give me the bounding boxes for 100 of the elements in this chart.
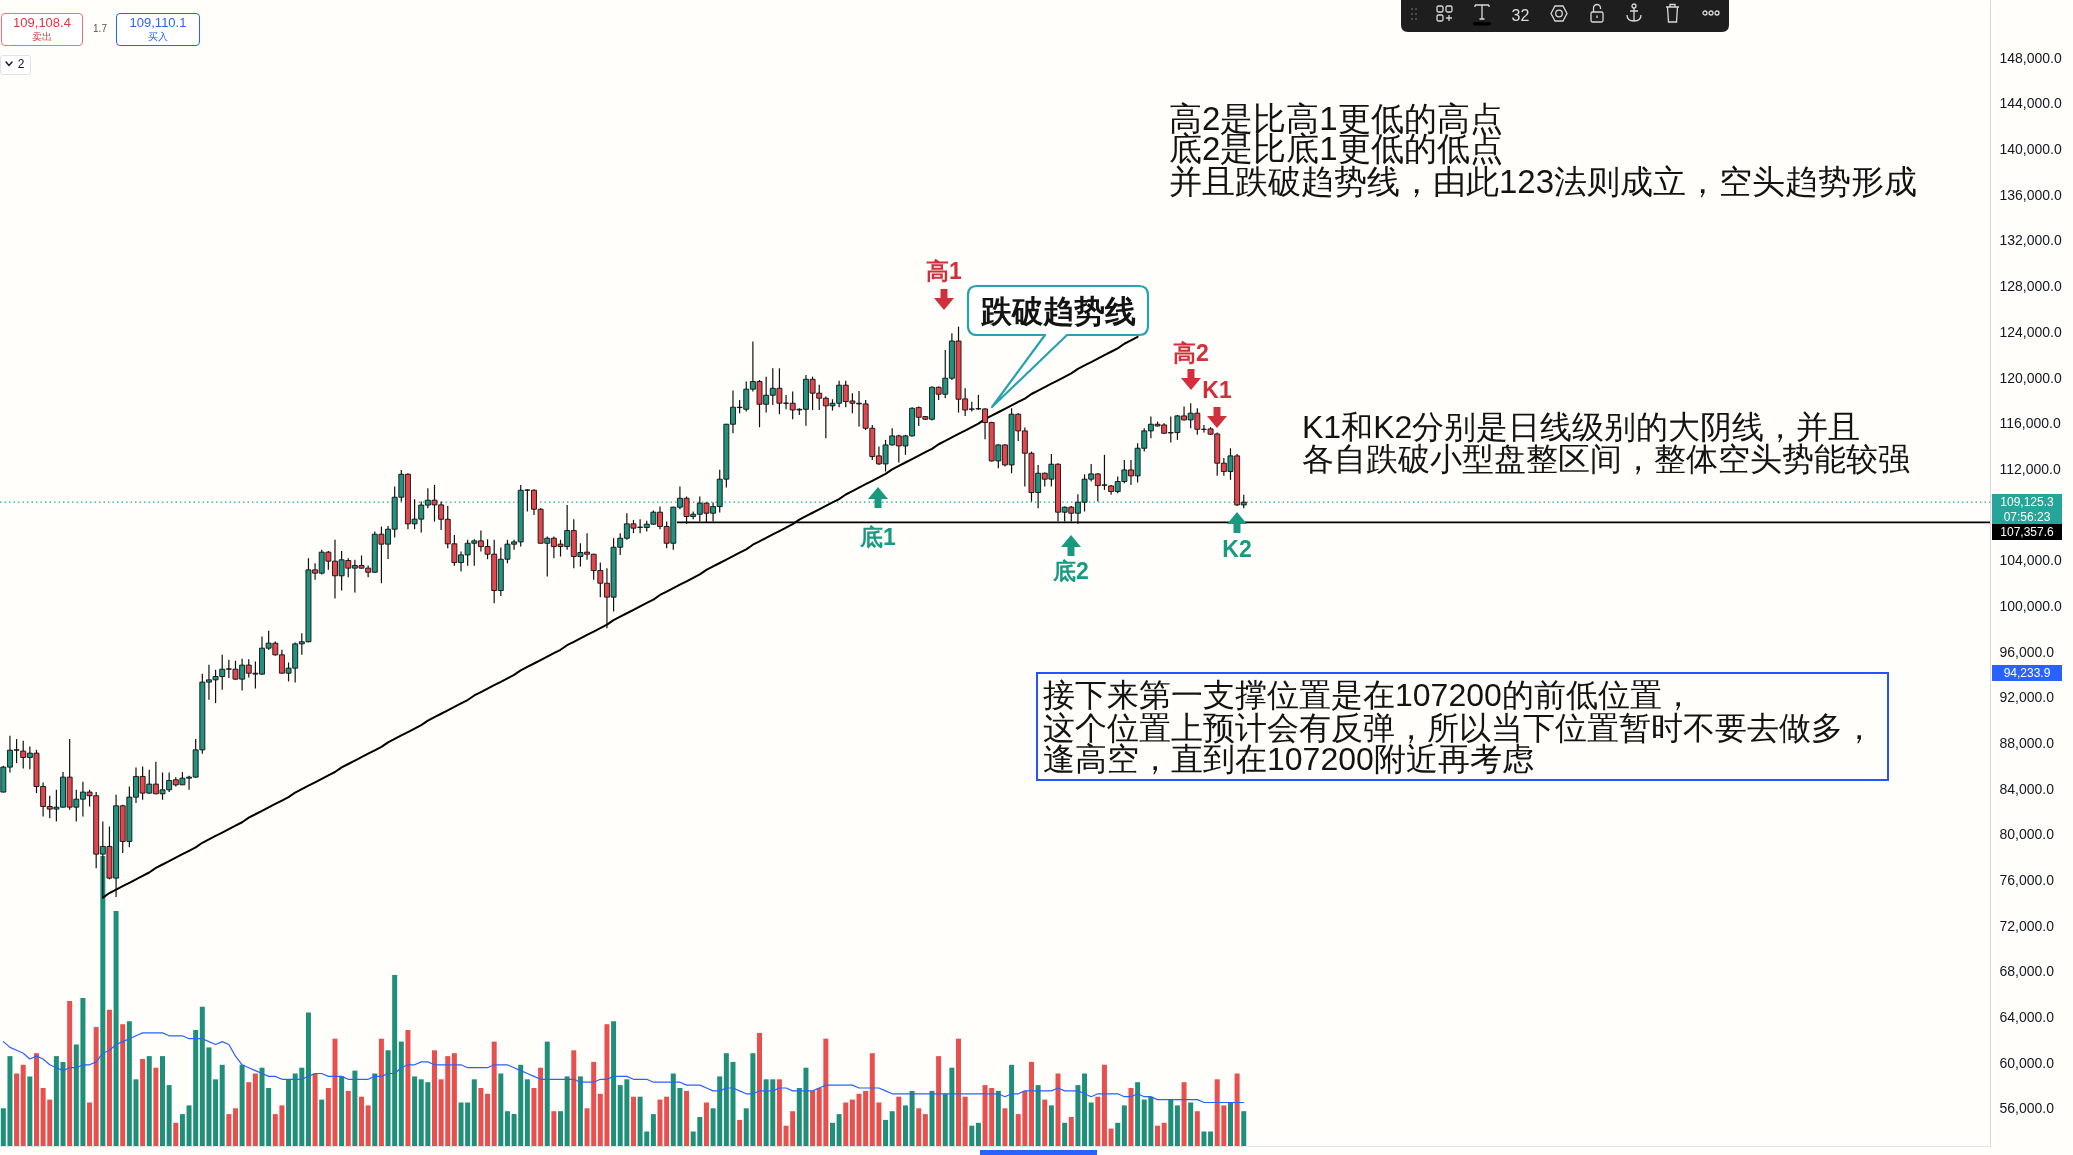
bar: [140, 1059, 146, 1146]
y-tick-label: 60,000.0: [1999, 1054, 2055, 1071]
bar: [412, 1076, 418, 1146]
y-tick-label: 128,000.0: [1999, 278, 2062, 295]
bar: [1194, 1111, 1200, 1146]
y-tick-label: 112,000.0: [1999, 460, 2061, 477]
bar: [916, 1108, 922, 1146]
text: 07:56:23: [1992, 510, 2062, 524]
bar: [319, 1099, 325, 1146]
bar: [849, 1099, 855, 1146]
bar: [571, 1050, 577, 1146]
annotation: 卖出: [32, 31, 52, 42]
bar: [1115, 1122, 1121, 1146]
bar: [810, 1090, 816, 1146]
bar: [431, 1050, 437, 1146]
bar: [1082, 1073, 1088, 1146]
bar: [478, 1088, 484, 1146]
bar: [14, 1073, 20, 1146]
bar: [889, 1111, 895, 1146]
bar: [909, 1090, 915, 1146]
bar: [1068, 1117, 1074, 1146]
bar: [213, 1079, 219, 1146]
bar: [232, 1108, 238, 1146]
bar: [1055, 1073, 1061, 1146]
bar: [1002, 1108, 1008, 1146]
bar: [372, 1073, 378, 1146]
bar: [286, 1079, 292, 1146]
annotation: 接下来第一支撑位置是在107200的前低位置，: [1043, 677, 1694, 713]
y-tick-label: 68,000.0: [1999, 963, 2055, 980]
bar: [33, 1053, 39, 1146]
bar: [305, 1012, 311, 1146]
y-tick-label: 120,000.0: [1999, 369, 2062, 386]
y-tick-label: 96,000.0: [1999, 643, 2055, 660]
bar: [1095, 1096, 1101, 1146]
bar: [902, 1105, 908, 1146]
bar: [1028, 1061, 1034, 1146]
annotation: 底1: [860, 523, 896, 550]
annotation: 2: [17, 57, 25, 71]
y-tick-label: 124,000.0: [1999, 323, 2062, 340]
bar: [564, 1076, 570, 1146]
bar: [611, 1021, 617, 1146]
bar: [883, 1119, 889, 1146]
y-tick-label: 136,000.0: [1999, 186, 2062, 203]
bar: [538, 1067, 544, 1146]
bar: [1035, 1085, 1041, 1146]
bar: [1075, 1085, 1081, 1146]
y-tick-label: 140,000.0: [1999, 141, 2062, 158]
bar: [1161, 1122, 1167, 1146]
bar: [398, 1041, 404, 1146]
bar: [504, 1111, 510, 1146]
annotation: 32: [1501, 0, 1540, 32]
bar: [703, 1102, 709, 1146]
annotation: 高1: [926, 257, 962, 284]
text: 94,233.9: [1992, 665, 2062, 681]
bar: [179, 1114, 185, 1146]
bar: [405, 1030, 411, 1146]
bar: [120, 1024, 126, 1146]
bar: [1168, 1099, 1174, 1146]
y-tick-label: 76,000.0: [1999, 871, 2055, 888]
y-tick-label: 72,000.0: [1999, 917, 2055, 934]
bar: [531, 1088, 537, 1146]
y-tick-label: 64,000.0: [1999, 1009, 2055, 1026]
bar: [684, 1090, 690, 1146]
bar: [252, 1073, 258, 1146]
bar: [1135, 1082, 1141, 1146]
bar: [995, 1090, 1001, 1146]
y-tick-label: 84,000.0: [1999, 780, 2055, 797]
bar: [1208, 1131, 1214, 1146]
y-tick-label: 132,000.0: [1999, 232, 2062, 249]
bar: [1009, 1064, 1015, 1146]
bar: [975, 1122, 981, 1146]
annotation: K1: [1202, 376, 1232, 403]
bar: [524, 1079, 530, 1146]
bar: [1101, 1064, 1107, 1146]
bar: [1201, 1131, 1207, 1146]
bar: [226, 1114, 232, 1146]
bar: [1062, 1122, 1068, 1146]
bar: [485, 1093, 491, 1146]
bar: [1128, 1088, 1134, 1146]
bar: [246, 1082, 252, 1146]
bar: [1155, 1125, 1161, 1146]
bar: [1174, 1105, 1180, 1146]
annotation: 1.7: [93, 23, 107, 34]
bar: [737, 1119, 743, 1146]
bar: [630, 1096, 636, 1146]
bar: [836, 1114, 842, 1146]
bar: [956, 1038, 962, 1146]
bar: [544, 1041, 550, 1146]
bar: [1234, 1073, 1240, 1146]
annotation: 跌破趋势线: [980, 293, 1136, 329]
bar: [219, 1064, 225, 1146]
bar: [577, 1076, 583, 1146]
bar: [312, 1073, 318, 1146]
bar: [106, 1009, 112, 1146]
bar: [153, 1067, 159, 1146]
bar: [67, 1001, 73, 1146]
ref-line-label: 107,357.6: [1992, 524, 2062, 540]
bar: [776, 1079, 782, 1146]
bar: [471, 1079, 477, 1146]
bar: [962, 1096, 968, 1146]
